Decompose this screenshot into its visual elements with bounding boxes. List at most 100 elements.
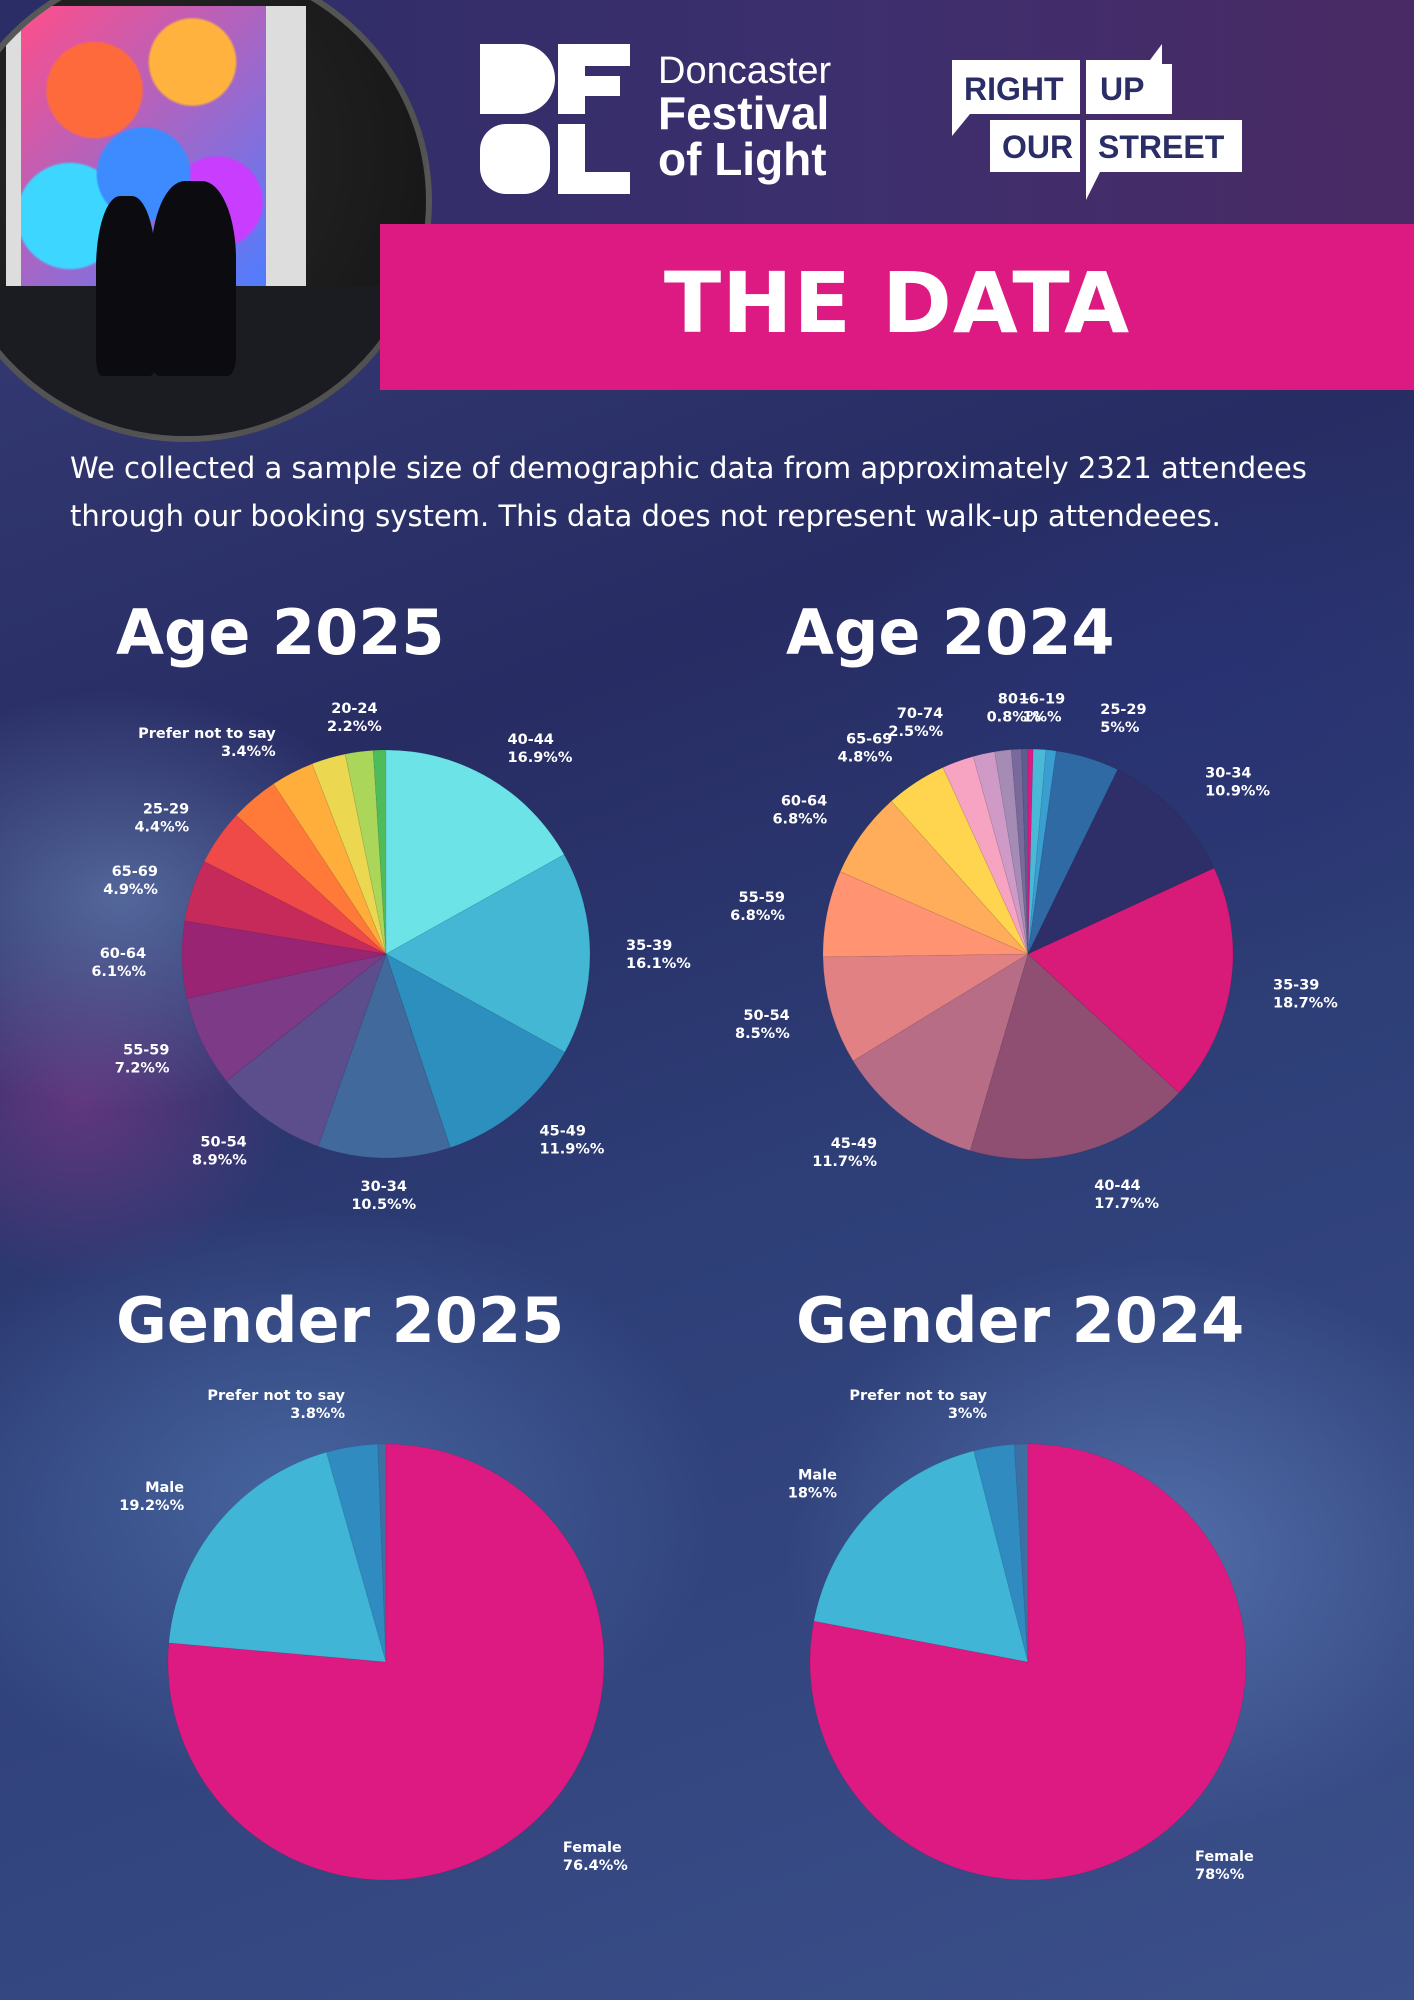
age-2025-slice-40-44: [385, 749, 565, 955]
age-2024-value-6: 17.7%%: [1094, 1196, 1159, 1212]
age-2025-slice-20-24: [344, 749, 387, 955]
age-2025-slice-unlabeled-13: [372, 749, 387, 955]
age-2025-label-4: 50-54: [200, 1134, 246, 1150]
gender-2025-slice-unlabeled-3: [377, 1443, 387, 1663]
age-2025-label-3: 30-34: [361, 1179, 407, 1195]
age-2025-label-1: 35-39: [626, 938, 672, 954]
intro-text: We collected a sample size of demographi…: [70, 451, 1307, 533]
brand-wordmark: Doncaster Festival of Light: [658, 52, 831, 182]
age-2025-slice-unlabeled-11: [311, 753, 387, 955]
age-2024-label-6: 40-44: [1094, 1178, 1140, 1194]
age-2024-slice-80-: [1010, 748, 1029, 955]
partner-row1-left: RIGHT: [964, 71, 1064, 107]
age-2025-value-3: 10.5%%: [351, 1197, 416, 1213]
age-2024-label-12: 70-74: [897, 706, 943, 722]
age-2024-slice-70-74: [942, 755, 1029, 955]
age-2024-slice-unlabeled-2: [1027, 749, 1057, 955]
age-2024-value-15: 0.8%%: [987, 709, 1042, 725]
age-2024-value-11: 4.8%%: [838, 749, 893, 765]
age-2025-value-12: 2.2%%: [327, 719, 382, 735]
gender-2025-label-1: Male: [145, 1480, 184, 1496]
brand-line-2: Festival: [658, 87, 830, 139]
age-2025-slice-45-49: [385, 952, 566, 1149]
age-2024-label-1: 16-19: [1019, 691, 1065, 707]
age-2024-slice-35-39: [1027, 867, 1234, 1094]
age-2024-value-8: 8.5%%: [735, 1026, 790, 1042]
gender-2025-value-2: 3.8%%: [290, 1406, 345, 1422]
brand-line-3: of Light: [658, 133, 827, 185]
age-2025-value-7: 4.9%%: [103, 882, 158, 898]
age-2025-slice-50-54: [225, 952, 388, 1148]
age-2024-value-12: 2.5%%: [888, 724, 943, 740]
gender-2025-slice-male: [168, 1451, 387, 1663]
age-2025-slice-25-29: [203, 814, 387, 955]
age-2024-slice-40-44: [969, 953, 1180, 1160]
gender-2025-label-2: Prefer not to say: [207, 1388, 345, 1404]
age-2024-slice-unlabeled-16: [1021, 748, 1029, 955]
age-2025-label-2: 45-49: [540, 1123, 586, 1139]
adult-silhouette: [151, 181, 236, 376]
partner-row1-right: UP: [1100, 71, 1144, 107]
right-up-our-street-logo: RIGHT UP OUR STREET: [952, 44, 1242, 200]
age-2024-pie: 16-19 1%% 25-29 5%% 30-34 10.9%% 35-39 18.7%% 40…: [730, 691, 1338, 1212]
age-2024-value-5: 18.7%%: [1273, 995, 1338, 1011]
age-2024-value-3: 5%%: [1100, 720, 1140, 736]
gender-2025-label-0: Female: [563, 1840, 622, 1856]
age-2024-label-7: 45-49: [831, 1136, 877, 1152]
gender-2025-value-0: 76.4%%: [563, 1858, 628, 1874]
age-2025-pie: 40-44 16.9%% 35-39 16.1%% 45-49 11.9%% 30-34 10…: [91, 701, 691, 1213]
gender-2025-slice-prefer-not-to-say: [325, 1443, 387, 1663]
partner-row2-right: STREET: [1098, 129, 1225, 165]
age-2025-label-7: 65-69: [112, 864, 158, 880]
dfol-logo-icon: [480, 44, 630, 194]
age-2025-slice-60-64: [181, 920, 387, 1000]
age-2024-slice-60-64: [839, 800, 1029, 955]
age-2025-value-0: 16.9%%: [508, 750, 573, 766]
age-2024-title: Age 2024: [786, 596, 1115, 669]
age-2024-slice-25-29: [1027, 750, 1119, 955]
gender-2025-pie: Female 76.4%% Male 19.2%% Prefer not to say 3…: [119, 1388, 628, 1881]
age-2025-slice-55-59: [186, 953, 387, 1082]
age-2025-title: Age 2025: [116, 596, 445, 669]
age-2024-value-10: 6.8%%: [772, 811, 827, 827]
age-2024-value-1: 1%%: [1022, 709, 1062, 725]
age-2024-slice-55-59: [822, 870, 1029, 958]
gender-2024-pie: Female 78%% Male 18%% Prefer not to say 3%%: [788, 1388, 1254, 1883]
gender-2024-slice-male: [813, 1450, 1029, 1663]
partner-row2-left: OUR: [1002, 129, 1073, 165]
age-2024-label-10: 60-64: [781, 793, 827, 809]
age-2025-value-6: 6.1%%: [91, 964, 146, 980]
age-2024-label-9: 55-59: [739, 890, 785, 906]
age-2024-slice-65-69: [890, 766, 1029, 955]
title-banner: THE DATA: [380, 224, 1414, 390]
gender-2024-value-2: 3%%: [948, 1406, 988, 1422]
age-2025-value-2: 11.9%%: [540, 1141, 605, 1157]
age-2025-label-6: 60-64: [100, 946, 146, 962]
age-2025-label-12: 20-24: [331, 701, 377, 717]
gender-2024-label-2: Prefer not to say: [849, 1388, 987, 1404]
gender-2025-value-1: 19.2%%: [119, 1498, 184, 1514]
age-2024-label-8: 50-54: [743, 1008, 789, 1024]
age-2025-label-0: 40-44: [508, 732, 554, 748]
age-2024-value-9: 6.8%%: [730, 908, 785, 924]
age-2025-slice-65-69: [184, 860, 387, 955]
gender-2024-value-1: 18%%: [788, 1486, 838, 1502]
age-2024-value-7: 11.7%%: [812, 1154, 877, 1170]
age-2025-slice-30-34: [317, 952, 451, 1159]
age-2024-label-5: 35-39: [1273, 977, 1319, 993]
age-2025-value-1: 16.1%%: [626, 956, 691, 972]
age-2024-label-3: 25-29: [1100, 702, 1146, 718]
age-2025-value-8: 4.4%%: [134, 820, 189, 836]
age-2025-slice-35-39: [384, 853, 591, 1053]
age-2024-label-11: 65-69: [846, 731, 892, 747]
child-silhouette: [96, 196, 156, 376]
age-2024-slice-16-19: [1027, 748, 1047, 955]
age-2025-value-10: 3.4%%: [221, 744, 276, 760]
age-2024-slice-50-54: [822, 953, 1030, 1062]
age-2025-label-8: 25-29: [143, 802, 189, 818]
age-2024-slice-unlabeled-13: [972, 751, 1029, 955]
page-title: THE DATA: [663, 254, 1131, 352]
gender-2024-title: Gender 2024: [796, 1284, 1245, 1357]
age-2024-value-4: 10.9%%: [1205, 783, 1270, 799]
